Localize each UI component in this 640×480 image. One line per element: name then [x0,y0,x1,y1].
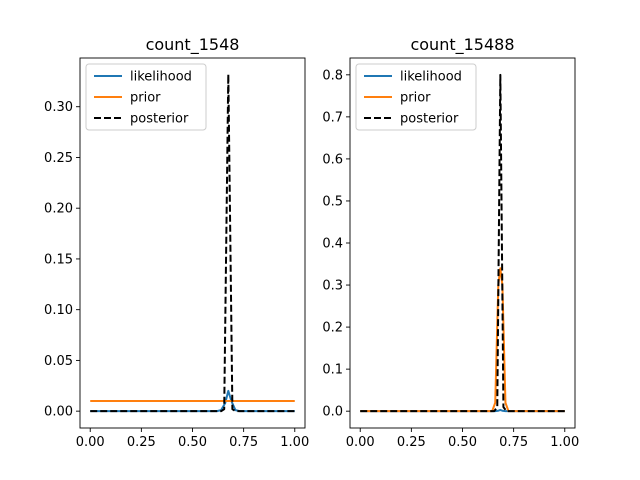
y-tick-label: 0.30 [44,100,73,115]
y-tick-label: 0.8 [322,68,343,83]
y-tick-label: 0.20 [44,202,73,217]
legend-box [85,63,207,131]
legend-label-likelihood: likelihood [400,70,462,85]
y-tick-label: 0.15 [44,252,73,267]
x-tick-label: 0.75 [499,435,528,450]
x-tick-label: 0.25 [397,435,426,450]
legend-label-prior: prior [130,91,161,106]
y-tick-label: 0.2 [322,321,343,336]
x-tick-label: 0.50 [178,435,207,450]
legend-box [355,63,477,131]
y-tick-label: 0.25 [44,151,73,166]
x-tick-label: 0.25 [127,435,156,450]
y-tick-label: 0.7 [322,110,343,125]
series-line-posterior [90,73,295,413]
x-tick-label: 0.00 [346,435,375,450]
x-tick-label: 0.75 [229,435,258,450]
series-line-prior [360,267,565,413]
series-group [360,73,565,413]
legend-label-posterior: posterior [130,112,189,127]
y-tick-label: 0.1 [322,363,343,378]
x-tick-label: 1.00 [280,435,309,450]
chart-title: count_1548 [146,35,240,55]
x-tick-label: 1.00 [550,435,579,450]
legend-label-prior: prior [400,91,431,106]
y-tick-label: 0.10 [44,303,73,318]
series-group [90,73,295,413]
x-tick-label: 0.00 [76,435,105,450]
y-tick-label: 0.05 [44,354,73,369]
y-tick-label: 0.0 [322,405,343,420]
legend-label-posterior: posterior [400,112,459,127]
x-tick-label: 0.50 [448,435,477,450]
chart-panel-2: count_15488 0.00 0.25 0.50 0.75 1.00 0.0 0.1 0.2… [322,35,579,450]
chart-title: count_15488 [410,35,514,55]
y-tick-label: 0.3 [322,279,343,294]
y-tick-label: 0.00 [44,405,73,420]
series-line-posterior [360,73,565,413]
chart-panel-1: count_1548 0.00 0.25 0.50 0.75 1.00 0.00 0.05 0.… [44,35,309,450]
legend-label-likelihood: likelihood [130,70,192,85]
legend: likelihood prior posterior [85,63,207,131]
y-tick-label: 0.6 [322,152,343,167]
legend: likelihood prior posterior [355,63,477,131]
y-tick-label: 0.4 [322,237,343,252]
y-tick-label: 0.5 [322,194,343,209]
